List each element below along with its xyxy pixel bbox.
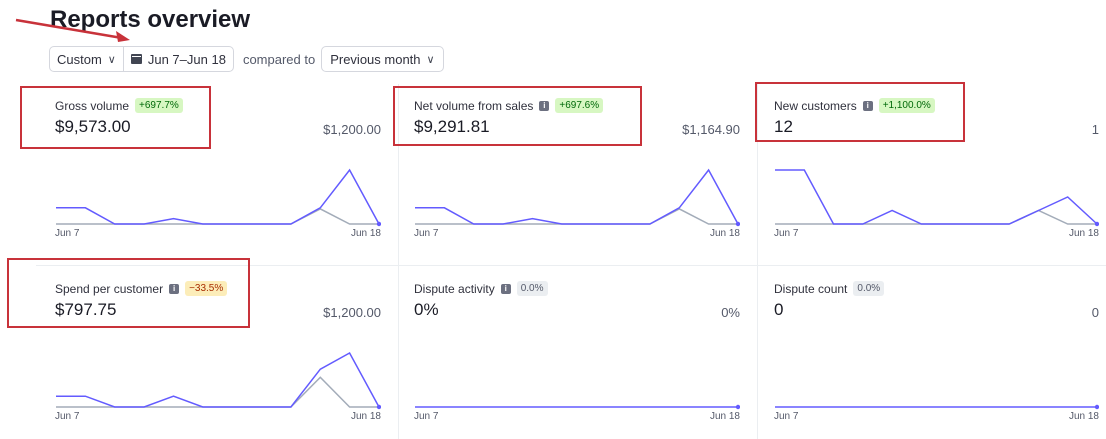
metric-header: Gross volume +697.7% — [55, 98, 183, 113]
row-divider — [36, 265, 1106, 266]
info-icon[interactable]: i — [862, 100, 873, 111]
change-badge: +1,100.0% — [878, 98, 935, 113]
x-axis-end: Jun 18 — [350, 228, 381, 239]
comparison-dropdown[interactable]: Previous month ∨ — [321, 46, 444, 72]
last-point — [735, 404, 740, 410]
metric-header: Spend per customer i −33.5% — [55, 281, 228, 296]
sparkline-chart — [56, 168, 381, 227]
x-axis-end: Jun 18 — [1068, 411, 1099, 422]
change-badge: +697.7% — [135, 98, 183, 113]
change-badge: −33.5% — [185, 281, 228, 296]
metric-value: $9,573.00 — [55, 117, 131, 136]
info-icon[interactable]: i — [539, 100, 550, 111]
metric-header: New customers i +1,100.0% — [774, 98, 935, 113]
metric-value: $797.75 — [55, 300, 117, 319]
x-axis-start: Jun 7 — [55, 228, 80, 239]
highlight-box — [20, 86, 211, 149]
date-range-button[interactable]: Jun 7–Jun 18 — [122, 47, 233, 71]
calendar-icon — [130, 54, 142, 64]
metric-value: 0 — [774, 300, 784, 319]
range-type-label: Custom — [57, 51, 102, 67]
column-divider — [757, 84, 758, 439]
filter-bar: Custom ∨ Jun 7–Jun 18 compared to Previo… — [49, 46, 444, 72]
x-axis-end: Jun 18 — [1068, 228, 1099, 239]
metric-name: Gross volume — [55, 98, 130, 113]
previous-value: $1,200.00 — [323, 305, 381, 320]
change-badge: 0.0% — [853, 281, 885, 296]
highlight-box — [393, 86, 642, 146]
last-point — [735, 221, 740, 227]
metric-name: New customers — [774, 98, 857, 113]
metric-name: Dispute activity — [414, 281, 495, 296]
date-filter: Custom ∨ Jun 7–Jun 18 — [49, 46, 234, 72]
previous-period-line — [775, 209, 1097, 225]
previous-period-line — [56, 208, 379, 225]
x-axis-start: Jun 7 — [414, 228, 439, 239]
annotation-arrow — [15, 18, 130, 42]
last-point — [1094, 404, 1099, 410]
metric-header: Net volume from sales i +697.6% — [414, 98, 604, 113]
metric-value: 12 — [774, 117, 793, 136]
metric-value: 0% — [414, 300, 439, 319]
sparkline-chart — [415, 168, 740, 227]
current-period-line — [56, 168, 380, 225]
metric-header: Dispute count 0.0% — [774, 281, 885, 296]
metric-header: Dispute activity i 0.0% — [414, 281, 548, 296]
metric-name: Spend per customer — [55, 281, 164, 296]
sparkline-chart — [56, 351, 381, 410]
compared-to-label: compared to — [242, 51, 316, 67]
last-point — [1094, 221, 1099, 227]
change-badge: 0.0% — [516, 281, 548, 296]
previous-value: 0 — [1091, 305, 1099, 320]
previous-value: $1,164.90 — [682, 122, 740, 137]
last-point — [376, 221, 381, 227]
last-point — [376, 404, 381, 410]
range-type-dropdown[interactable]: Custom ∨ — [50, 47, 123, 71]
info-icon[interactable]: i — [500, 283, 511, 294]
date-range-label: Jun 7–Jun 18 — [147, 51, 226, 67]
chevron-down-icon: ∨ — [426, 53, 435, 66]
x-axis-start: Jun 7 — [414, 411, 439, 422]
sparkline-chart — [775, 169, 1099, 227]
current-period-line — [775, 169, 1098, 225]
x-axis-end: Jun 18 — [709, 228, 740, 239]
metric-name: Net volume from sales — [414, 98, 534, 113]
page-title: Reports overview — [50, 6, 251, 33]
x-axis-end: Jun 18 — [350, 411, 381, 422]
sparkline-chart — [415, 404, 740, 410]
highlight-box — [7, 258, 250, 328]
previous-value: $1,200.00 — [323, 122, 381, 137]
current-period-line — [56, 351, 380, 408]
change-badge: +697.6% — [555, 98, 604, 113]
x-axis-end: Jun 18 — [709, 411, 740, 422]
x-axis-start: Jun 7 — [55, 411, 80, 422]
previous-period-line — [415, 208, 738, 225]
x-axis-start: Jun 7 — [774, 228, 799, 239]
previous-value: 0% — [721, 305, 740, 320]
metric-value: $9,291.81 — [414, 117, 490, 136]
x-axis-start: Jun 7 — [774, 411, 799, 422]
chevron-down-icon: ∨ — [107, 53, 116, 66]
info-icon[interactable]: i — [169, 283, 180, 294]
comparison-label: Previous month — [330, 51, 421, 67]
highlight-box — [755, 82, 965, 142]
column-divider — [398, 84, 399, 439]
sparkline-chart — [775, 404, 1099, 410]
metric-name: Dispute count — [774, 281, 848, 296]
current-period-line — [415, 168, 739, 225]
previous-value: 1 — [1091, 122, 1099, 137]
